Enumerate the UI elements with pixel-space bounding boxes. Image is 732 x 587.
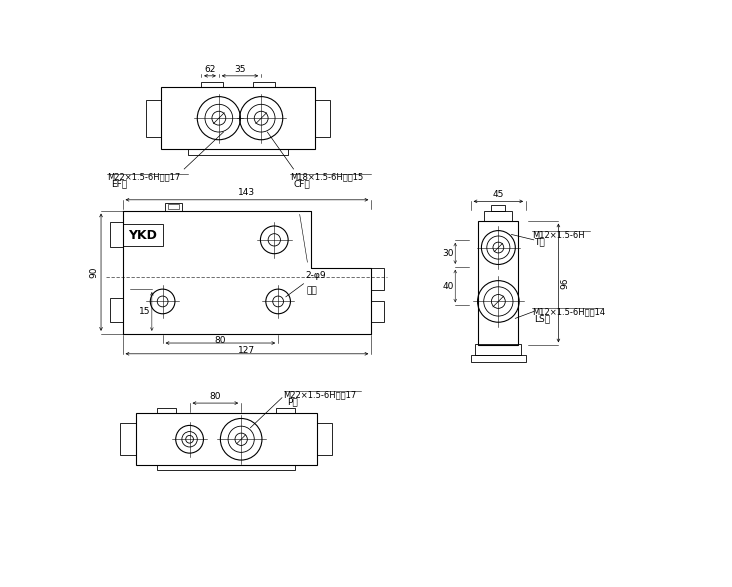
Bar [371,268,384,290]
Bar [253,82,275,87]
Text: CF口: CF口 [294,180,310,189]
Text: 35: 35 [234,65,246,73]
Text: 90: 90 [90,266,99,278]
Bar [161,87,315,149]
Text: 30: 30 [442,249,454,258]
Text: M18×1.5-6H深度15: M18×1.5-6H深度15 [290,173,363,182]
Bar [135,413,317,465]
Text: 62: 62 [204,65,216,73]
Bar [485,211,512,221]
Text: 80: 80 [209,392,221,401]
Text: 143: 143 [239,188,255,197]
Text: M22×1.5-6H深度17: M22×1.5-6H深度17 [283,390,356,399]
Text: 127: 127 [239,346,255,355]
Bar [188,149,288,155]
Text: 96: 96 [561,277,569,289]
Text: 45: 45 [493,190,504,199]
Bar [157,465,295,470]
Bar [165,203,182,211]
Bar [471,355,526,362]
Bar [122,224,163,246]
Text: 通孔: 通孔 [307,286,318,295]
Bar [120,423,135,456]
Bar [491,205,505,211]
Text: EF口: EF口 [111,180,127,189]
Bar [111,298,122,322]
Text: 2-φ9: 2-φ9 [305,271,326,280]
Text: YKD: YKD [128,229,157,242]
Text: P口: P口 [288,397,298,406]
Bar [475,344,521,355]
Bar [111,222,122,247]
Bar [157,409,176,413]
Bar [168,204,179,209]
Bar [371,301,384,322]
Text: M12×1.5-6H: M12×1.5-6H [532,231,585,239]
Bar [315,100,330,137]
Text: M22×1.5-6H深度17: M22×1.5-6H深度17 [107,173,181,182]
Text: M12×1.5-6H深度14: M12×1.5-6H深度14 [532,308,605,316]
Text: T口: T口 [534,238,545,247]
Bar [146,100,161,137]
Bar [276,409,295,413]
Text: 40: 40 [442,282,454,291]
Bar [317,423,332,456]
Text: 15: 15 [139,307,150,316]
Bar [201,82,223,87]
Text: 80: 80 [214,336,226,345]
Bar [478,221,518,345]
Text: LS口: LS口 [534,315,550,323]
